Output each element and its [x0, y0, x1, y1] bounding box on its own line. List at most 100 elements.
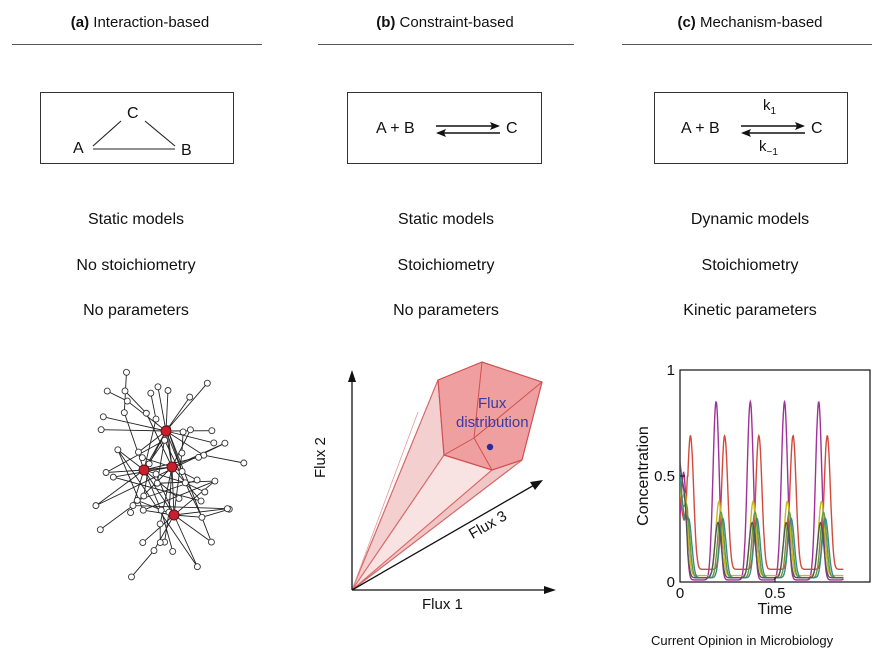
journal-credit: Current Opinion in Microbiology [651, 633, 834, 648]
network-edge [164, 440, 203, 518]
network-node [102, 469, 110, 476]
network-node [123, 397, 131, 405]
network-node [178, 449, 186, 457]
network-node [197, 497, 205, 505]
network-node [198, 513, 206, 521]
network-edge [123, 412, 145, 471]
network-edge [131, 550, 155, 578]
network-node [152, 470, 160, 478]
network-edge [167, 428, 212, 543]
network-edge [171, 429, 191, 468]
panel-a-rule [12, 44, 262, 45]
panel-b-prop-2: Stoichiometry [397, 257, 495, 274]
network-node [153, 479, 161, 487]
network-edge [165, 430, 204, 456]
network-edge [157, 386, 167, 432]
series-line [680, 461, 844, 579]
network-node [92, 502, 100, 510]
network-node [186, 426, 194, 434]
reactants-label: A + B [681, 120, 720, 137]
panel-b-prop-1: Static models [397, 211, 495, 228]
network-node [142, 409, 150, 417]
network-edge [150, 393, 157, 420]
node-b-label: B [181, 142, 192, 159]
network-edge [101, 429, 167, 432]
network-edge [173, 508, 228, 516]
network-node [121, 387, 129, 395]
network-node [103, 387, 111, 395]
network-edge [117, 449, 198, 567]
network-node [240, 459, 248, 467]
series-line [680, 433, 844, 570]
network-edge [113, 476, 202, 502]
network-hub-node [166, 461, 178, 473]
network-node [181, 479, 189, 487]
network-node [139, 539, 147, 547]
network-edge [132, 505, 228, 510]
network-node [193, 563, 201, 571]
network-edge [145, 413, 173, 468]
y-tick-label: 0 [667, 574, 675, 591]
network-edge [138, 430, 167, 453]
network-node [175, 495, 183, 502]
flux-1-label: Flux 1 [422, 596, 463, 613]
equilibrium-arrows-icon [436, 122, 500, 137]
network-edge [143, 469, 162, 511]
network-node [123, 368, 130, 376]
network-edge [165, 430, 214, 444]
network-edge [173, 514, 198, 567]
panel-b-prop-3: No parameters [393, 302, 499, 319]
reactants-label: A + B [376, 120, 415, 137]
network-node [186, 393, 194, 401]
y-axis-label: Concentration [635, 426, 652, 526]
network-edge [165, 396, 191, 432]
network-edge [165, 390, 169, 432]
node-c-label: C [127, 105, 139, 122]
network-edge [107, 390, 128, 402]
network-node [169, 547, 177, 555]
k-reverse-label: k−1 [759, 138, 778, 158]
y-tick-label: 1 [667, 362, 675, 379]
network-edge [173, 514, 212, 543]
network-hub-node [160, 425, 172, 437]
flux-annotation-line1: Flux [478, 395, 507, 412]
network-edge [142, 514, 175, 543]
network-edge [105, 439, 165, 473]
network-node [99, 413, 107, 421]
network-node [221, 439, 229, 447]
x-tick-label: 0.5 [765, 585, 786, 602]
network-node [140, 492, 148, 500]
network-node [201, 488, 209, 496]
network-edge [181, 431, 184, 454]
network-node [156, 539, 164, 547]
network-node [193, 476, 201, 484]
network-node [128, 573, 135, 581]
flux-cone-plot [348, 361, 556, 594]
network-node [203, 379, 211, 387]
flux-2-label: Flux 2 [312, 437, 329, 478]
network-node [145, 460, 153, 468]
network-node [179, 428, 187, 436]
network-edge [124, 390, 147, 414]
panel-a-scheme-box: C A B [40, 92, 234, 164]
network-edge [117, 449, 145, 471]
equilibrium-arrows-icon [741, 122, 805, 137]
network-edge [167, 428, 183, 472]
network-edge [103, 416, 167, 432]
network-node [154, 383, 162, 391]
network-node [178, 468, 186, 475]
network-edge [171, 466, 175, 516]
panel-c-scheme-box: A + B k1 k−1 C [654, 92, 848, 164]
network-node [96, 526, 104, 534]
network-edge [100, 505, 134, 531]
network-node [152, 415, 160, 423]
panel-c-prop-1: Dynamic models [690, 211, 810, 228]
y-tick-label: 0.5 [654, 468, 675, 485]
network-node [156, 520, 164, 528]
network-edge [203, 454, 244, 464]
plot-frame [679, 369, 871, 583]
panel-c-rule [622, 44, 872, 45]
network-node [195, 453, 203, 461]
network-node [129, 502, 137, 510]
